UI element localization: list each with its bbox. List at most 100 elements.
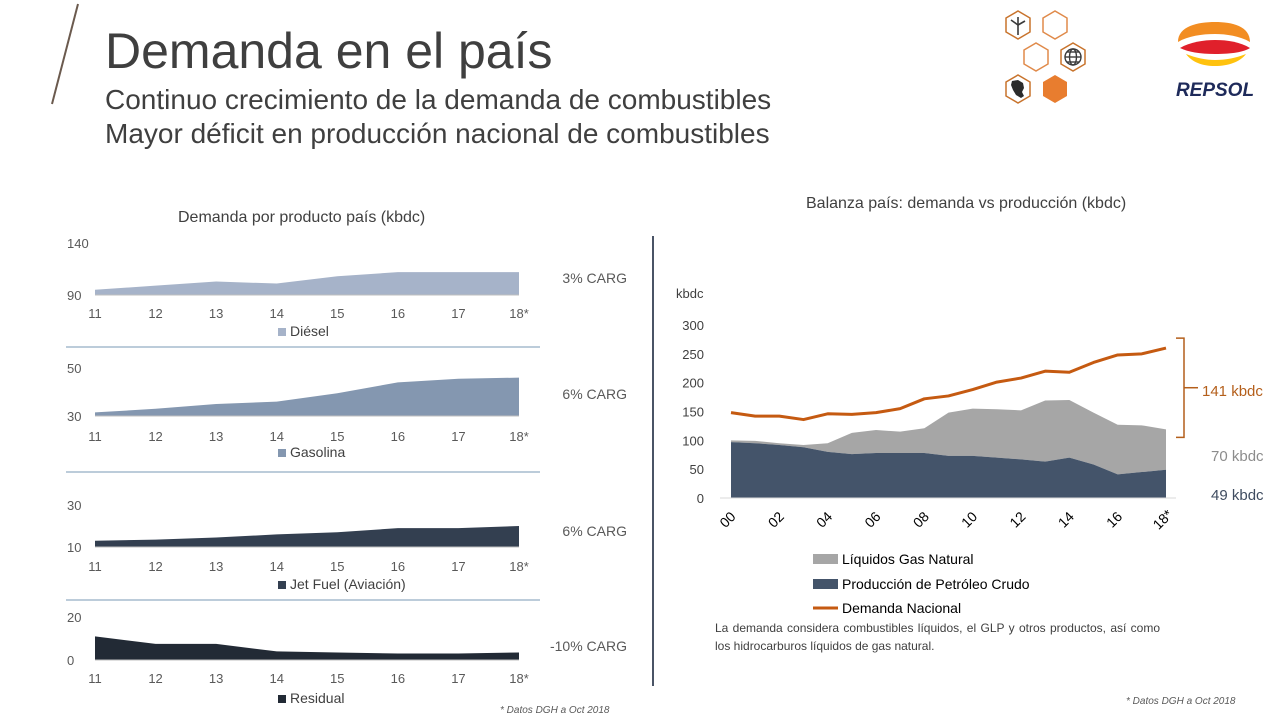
x-tick-label: 17 (451, 306, 465, 321)
gap-bracket (1176, 337, 1185, 439)
y-tick-label: 140 (67, 236, 89, 251)
x-tick-label: 12 (148, 671, 162, 686)
x-tick-label: 17 (451, 429, 465, 444)
x-tick-label: 08 (910, 508, 932, 530)
x-tick-label: 15 (330, 671, 344, 686)
carg-annotation-2: 6% CARG (562, 523, 627, 539)
x-tick-label: 12 (148, 559, 162, 574)
x-tick-label: 16 (1103, 508, 1125, 530)
x-tick-label: 11 (88, 306, 102, 321)
honeycomb-graphic (1005, 10, 1086, 104)
x-tick-label: 18* (509, 306, 529, 321)
x-tick-label: 18* (509, 559, 529, 574)
product-chart-1: 30 50 11 12 13 14 15 16 17 18* Gasolina 6% CARG (66, 361, 627, 473)
x-tick-label: 14 (269, 671, 283, 686)
wind-turbine-icon (1010, 17, 1026, 35)
x-tick-label: 12 (1006, 508, 1028, 530)
x-tick-label: 13 (209, 306, 223, 321)
callout-demand-gap: 141 kbdc (1202, 383, 1263, 400)
x-tick-label: 13 (209, 429, 223, 444)
x-tick-label: 15 (330, 559, 344, 574)
legend-label: Producción de Petróleo Crudo (842, 576, 1030, 592)
y-tick-label: 100 (682, 433, 704, 448)
x-tick-label: 11 (88, 429, 102, 444)
repsol-logo: REPSOL (1176, 22, 1254, 101)
callout-lgn: 70 kbdc (1211, 448, 1264, 465)
globe-icon (1064, 48, 1082, 66)
area-1 (95, 377, 519, 416)
x-tick-label: 14 (269, 306, 283, 321)
line-demand (730, 346, 1167, 422)
y-tick-label: 50 (690, 462, 704, 477)
y-tick-label: 250 (682, 347, 704, 362)
x-tick-label: 12 (148, 306, 162, 321)
legend-label-3: Residual (290, 690, 344, 706)
product-chart-0: 90 140 11 12 13 14 15 16 17 18* Diésel 3% CARG (66, 236, 627, 348)
carg-annotation-0: 3% CARG (562, 270, 627, 286)
y-tick-label: 50 (67, 361, 81, 376)
y-tick-label: 0 (67, 653, 74, 668)
legend-label-0: Diésel (290, 323, 329, 339)
x-tick-label: 11 (88, 671, 102, 686)
carg-annotation-3: -10% CARG (550, 638, 627, 654)
y-axis-label: kbdc (676, 286, 704, 301)
x-tick-label: 15 (330, 306, 344, 321)
x-tick-label: 04 (813, 508, 835, 530)
x-tick-label: 16 (391, 429, 405, 444)
product-chart-3: 0 20 11 12 13 14 15 16 17 18* Residual -10% CARG (67, 610, 627, 706)
product-chart-2: 10 30 11 12 13 14 15 16 17 18* Jet Fuel (Aviación)… (66, 498, 627, 601)
legend-label-1: Gasolina (290, 444, 345, 460)
area-2 (95, 526, 519, 547)
x-tick-label: 18* (1149, 506, 1176, 533)
y-tick-label: 0 (697, 491, 704, 506)
x-tick-label: 18* (509, 671, 529, 686)
x-tick-label: 11 (88, 559, 102, 574)
balance-plot: kbdc 0 50 100 150 200 250 300 00 02 04 06 08 10 12 14 16… (676, 286, 1198, 616)
legend-swatch-crude (813, 579, 838, 589)
repsol-wordmark: REPSOL (1176, 80, 1254, 101)
area-lgn (731, 399, 1166, 475)
right-chart-title: Balanza país: demanda vs producción (kbd… (806, 195, 1127, 212)
x-tick-label: 17 (451, 671, 465, 686)
x-tick-label: 14 (269, 429, 283, 444)
right-footnote: * Datos DGH a Oct 2018 (1126, 696, 1236, 707)
x-tick-label: 13 (209, 559, 223, 574)
x-tick-label: 06 (861, 508, 883, 530)
x-tick-label: 13 (209, 671, 223, 686)
legend-label: Demanda Nacional (842, 600, 961, 616)
y-tick-label: 20 (67, 610, 81, 625)
legend-swatch-0 (278, 328, 286, 336)
x-tick-label: 16 (391, 671, 405, 686)
left-footnote: * Datos DGH a Oct 2018 (500, 705, 610, 716)
y-tick-label: 30 (67, 498, 81, 513)
x-tick-label: 15 (330, 429, 344, 444)
left-chart-title: Demanda por producto país (kbdc) (178, 209, 426, 226)
area-crude (731, 442, 1166, 498)
y-tick-label: 10 (67, 540, 81, 555)
x-tick-label: 14 (269, 559, 283, 574)
callout-crude: 49 kbdc (1211, 487, 1264, 504)
legend-swatch-1 (278, 449, 286, 457)
legend-label: Líquidos Gas Natural (842, 551, 974, 567)
x-tick-label: 16 (391, 559, 405, 574)
panel-divider (652, 236, 654, 686)
page-subtitle-2: Mayor déficit en producción nacional de … (105, 118, 770, 149)
x-tick-label: 14 (1055, 508, 1077, 530)
y-tick-label: 90 (67, 288, 81, 303)
x-tick-label: 02 (765, 508, 787, 530)
y-tick-label: 200 (682, 376, 704, 391)
x-tick-label: 10 (958, 508, 980, 530)
x-tick-label: 18* (509, 429, 529, 444)
legend-label-2: Jet Fuel (Aviación) (290, 576, 406, 592)
legend-swatch-lgn (813, 554, 838, 564)
page-subtitle-1: Continuo crecimiento de la demanda de co… (105, 84, 772, 115)
area-0 (95, 272, 519, 295)
x-tick-label: 16 (391, 306, 405, 321)
y-tick-label: 150 (682, 405, 704, 420)
legend-swatch-2 (278, 581, 286, 589)
x-tick-label: 00 (716, 508, 738, 530)
demand-note: La demanda considera combustibles líquid… (715, 621, 1160, 653)
y-tick-label: 30 (67, 409, 81, 424)
orange-hexagon (1043, 75, 1067, 103)
